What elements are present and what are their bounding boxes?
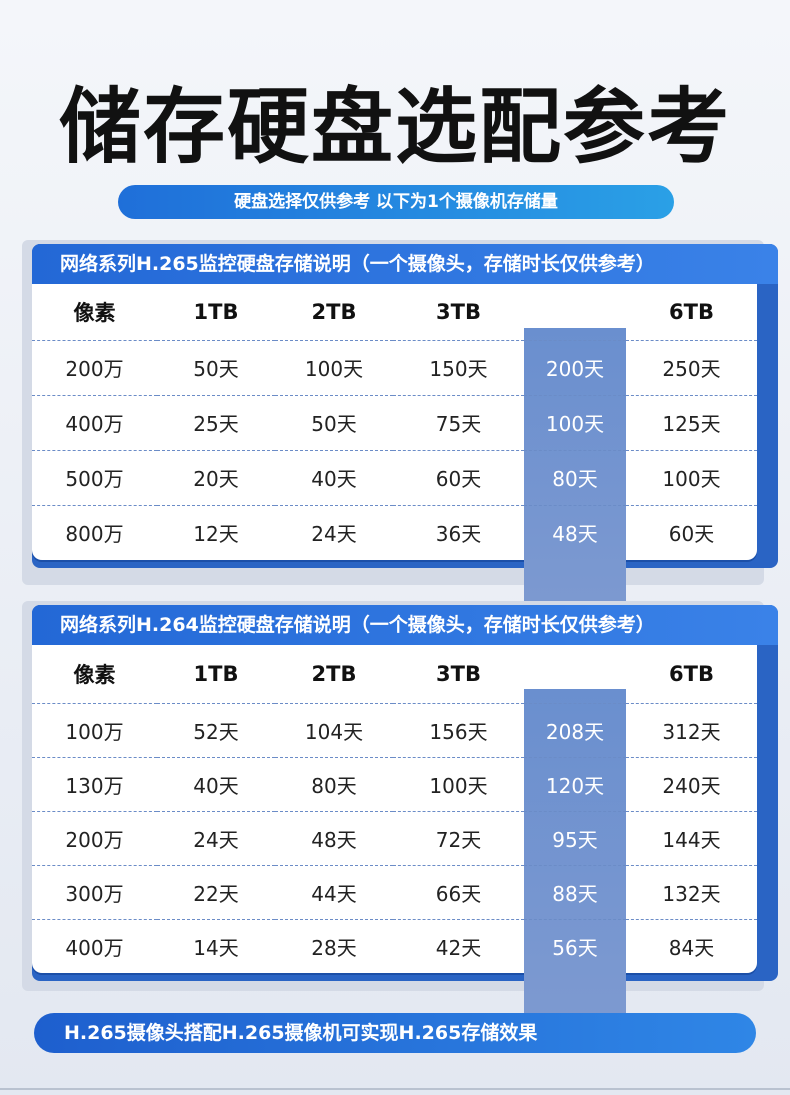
column-header: 6TB	[626, 645, 757, 704]
table-cell: 48天	[275, 811, 393, 866]
table-cell: 22天	[157, 865, 275, 920]
table-cell: 104天	[275, 703, 393, 758]
storage-card-h264: 网络系列H.264监控硬盘存储说明（一个摄像头，存储时长仅供参考） 像素 1TB…	[22, 601, 778, 1035]
table-cell: 84天	[668, 935, 715, 960]
card-frame: 网络系列H.264监控硬盘存储说明（一个摄像头，存储时长仅供参考） 像素 1TB…	[32, 605, 778, 1035]
table-cell: 40天	[157, 757, 275, 812]
table-cell: 300万	[32, 865, 157, 920]
column-header: 2TB	[275, 284, 393, 341]
table-row: 200万 24天 48天 72天 95天 144天	[32, 811, 757, 866]
table-cell: 200天	[524, 340, 626, 396]
table-cell: 120天	[524, 757, 626, 812]
table-cell: 800万	[65, 522, 124, 547]
table-cell: 156天	[393, 703, 524, 758]
storage-table-h264: 像素 1TB 2TB 3TB 4TB 6TB 100万 52天 104天 156…	[32, 645, 757, 973]
column-header: 4TB	[524, 284, 626, 341]
column-header: 3TB	[393, 645, 524, 704]
table-cell: 72天	[393, 811, 524, 866]
table-header-h264: 网络系列H.264监控硬盘存储说明（一个摄像头，存储时长仅供参考）	[32, 605, 778, 645]
table-header-h265: 网络系列H.265监控硬盘存储说明（一个摄像头，存储时长仅供参考）	[32, 244, 778, 284]
table-cell: 130万	[32, 757, 157, 812]
table-box: 像素 1TB 2TB 3TB 4TB 6TB 100万 52天 104天 156…	[32, 645, 757, 1035]
table-cell: 60天	[393, 450, 524, 506]
table-cell: 44天	[275, 865, 393, 920]
table-cell: 400万	[32, 395, 157, 451]
table-row: 200万 50天 100天 150天 200天 250天	[32, 340, 757, 396]
table-cell: 125天	[626, 395, 757, 451]
table-cell: 132天	[626, 865, 757, 920]
table-cell: 52天	[157, 703, 275, 758]
table-cell: 24天	[157, 811, 275, 866]
table-cell: 200万	[32, 340, 157, 396]
table-cell: 36天	[435, 522, 482, 547]
column-header: 4TB	[524, 645, 626, 704]
table-cell: 48天	[552, 522, 598, 547]
table-cell: 150天	[393, 340, 524, 396]
table-cell: 25天	[157, 395, 275, 451]
table-cell: 24天	[311, 522, 357, 547]
table-row: 400万 25天 50天 75天 100天 125天	[32, 395, 757, 451]
column-header: 1TB	[157, 284, 275, 341]
subtitle-banner: 硬盘选择仅供参考 以下为1个摄像机存储量	[118, 185, 674, 219]
table-box: 像素 1TB 2TB 3TB 4TB 6TB 200万 50天 100天 150…	[32, 284, 757, 628]
column-header: 3TB	[393, 284, 524, 341]
footer-banner: H.265摄像头搭配H.265摄像机可实现H.265存储效果	[34, 1013, 756, 1053]
table-cell: 12天	[193, 522, 239, 547]
table-cell: 42天	[435, 935, 482, 960]
table-cell: 80天	[524, 450, 626, 506]
column-header: 像素	[32, 284, 157, 341]
table-cell: 80天	[275, 757, 393, 812]
table-cell: 88天	[524, 865, 626, 920]
storage-table-h265: 像素 1TB 2TB 3TB 4TB 6TB 200万 50天 100天 150…	[32, 284, 757, 560]
table-cell: 100天	[626, 450, 757, 506]
table-cell: 250天	[626, 340, 757, 396]
table-row: 300万 22天 44天 66天 88天 132天	[32, 865, 757, 920]
table-cell: 56天	[552, 935, 598, 960]
table-cell: 100天	[393, 757, 524, 812]
table-cell: 14天	[193, 935, 239, 960]
storage-card-h265: 网络系列H.265监控硬盘存储说明（一个摄像头，存储时长仅供参考） 像素 1TB…	[22, 240, 778, 628]
table-cell: 100万	[32, 703, 157, 758]
table-row: 400万 14天 28天 42天 56天 84天	[32, 919, 757, 973]
table-cell: 100天	[524, 395, 626, 451]
table-cell: 144天	[626, 811, 757, 866]
table-cell: 28天	[311, 935, 357, 960]
table-row: 500万 20天 40天 60天 80天 100天	[32, 450, 757, 506]
column-header: 6TB	[626, 284, 757, 341]
card-frame: 网络系列H.265监控硬盘存储说明（一个摄像头，存储时长仅供参考） 像素 1TB…	[32, 244, 778, 628]
table-row: 100万 52天 104天 156天 208天 312天	[32, 703, 757, 758]
table-cell: 60天	[668, 522, 715, 547]
table-head-row: 像素 1TB 2TB 3TB 4TB 6TB	[32, 284, 757, 341]
table-cell: 95天	[524, 811, 626, 866]
divider	[0, 1088, 790, 1090]
table-cell: 400万	[65, 935, 124, 960]
column-header: 2TB	[275, 645, 393, 704]
table-cell: 40天	[275, 450, 393, 506]
column-header: 1TB	[157, 645, 275, 704]
table-cell: 75天	[393, 395, 524, 451]
table-cell: 208天	[524, 703, 626, 758]
table-cell: 100天	[275, 340, 393, 396]
table-head-row: 像素 1TB 2TB 3TB 4TB 6TB	[32, 645, 757, 704]
table-cell: 500万	[32, 450, 157, 506]
table-cell: 312天	[626, 703, 757, 758]
table-cell: 66天	[393, 865, 524, 920]
page-title: 储存硬盘选配参考	[58, 80, 731, 175]
table-row: 800万 12天 24天 36天 48天 60天	[32, 505, 757, 560]
table-cell: 200万	[32, 811, 157, 866]
table-cell: 240天	[626, 757, 757, 812]
table-cell: 50天	[157, 340, 275, 396]
table-row: 130万 40天 80天 100天 120天 240天	[32, 757, 757, 812]
table-cell: 20天	[157, 450, 275, 506]
table-cell: 50天	[275, 395, 393, 451]
column-header: 像素	[32, 645, 157, 704]
